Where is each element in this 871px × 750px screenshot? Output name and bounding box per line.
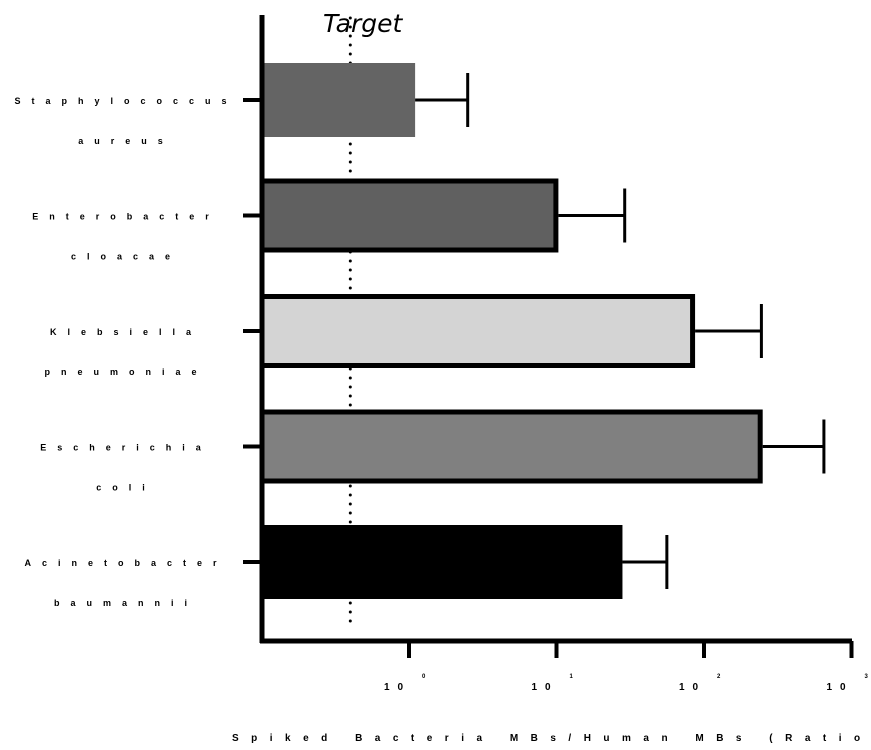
x-tick-exponent: 0: [422, 674, 426, 680]
bar: [262, 525, 623, 599]
bar: [262, 63, 416, 137]
bar: [259, 294, 696, 368]
x-tick-label: 10: [679, 682, 706, 693]
target-label: Target: [323, 9, 403, 38]
category-label: coli: [96, 483, 156, 493]
x-tick-label: 10: [384, 682, 411, 693]
bar: [259, 409, 763, 484]
x-tick-exponent: 3: [865, 674, 869, 680]
category-label: Klebsiella: [50, 327, 202, 337]
bars-layer: [259, 63, 826, 599]
category-label: aureus: [78, 136, 174, 146]
x-tick-exponent: 2: [717, 674, 721, 680]
category-label: Acinetobacter: [24, 558, 227, 568]
x-axis-title: Spiked Bacteria MBs/Human MBs (Ratio: [232, 733, 871, 744]
category-label: baumannii: [54, 598, 198, 608]
bar: [259, 178, 559, 253]
x-tick-exponent: 1: [570, 674, 574, 680]
x-tick-label: 10: [532, 682, 559, 693]
category-label: cloacae: [71, 252, 181, 262]
category-label: Staphylococcus: [14, 96, 237, 106]
axes-layer: [243, 15, 854, 658]
category-label: Escherichia: [40, 443, 212, 453]
x-tick-label: 10: [827, 682, 854, 693]
category-label: Enterobacter: [32, 212, 220, 222]
category-label: pneumoniae: [44, 367, 207, 377]
labels-layer: Staphylococcus aureus Enterobacter cloacae K…: [14, 96, 868, 693]
